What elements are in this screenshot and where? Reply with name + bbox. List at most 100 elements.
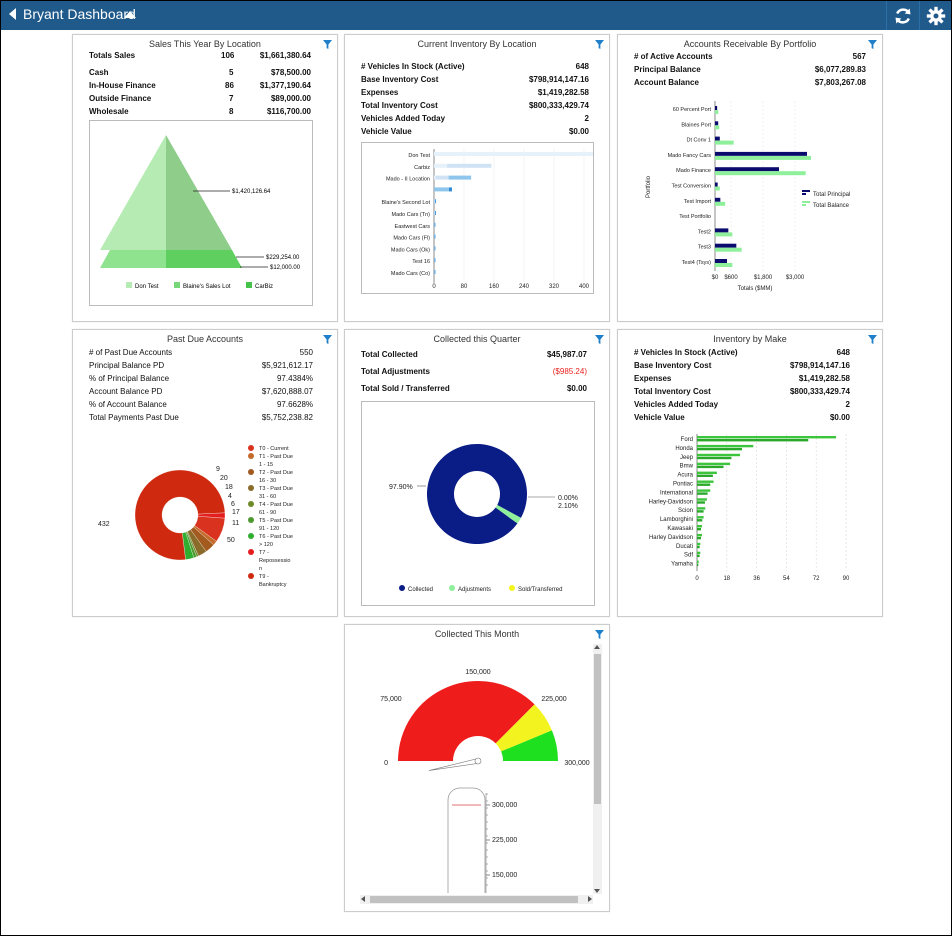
bar[interactable] [434, 211, 436, 215]
bar[interactable] [715, 151, 807, 156]
bar[interactable] [697, 471, 717, 474]
pyramid-segment-don-test[interactable] [166, 135, 232, 250]
bar[interactable] [715, 228, 729, 233]
bar[interactable] [697, 444, 754, 448]
category-label: Lamborghini [660, 517, 693, 523]
filter-icon[interactable] [595, 630, 604, 639]
vertical-scrollbar[interactable] [593, 644, 602, 894]
bar[interactable] [715, 243, 737, 248]
pyramid-segment-blaines[interactable] [100, 250, 176, 268]
bar[interactable] [697, 453, 741, 457]
dashboard-title[interactable]: Bryant Dashboard [23, 6, 136, 22]
legend-label[interactable]: CarBiz [255, 284, 273, 290]
bar[interactable] [434, 222, 436, 227]
bar[interactable] [715, 197, 721, 202]
filter-icon[interactable] [868, 335, 877, 344]
bar[interactable] [697, 560, 699, 563]
bar[interactable] [434, 152, 596, 156]
bar[interactable] [715, 263, 733, 267]
bar[interactable] [697, 533, 702, 537]
refresh-button[interactable] [886, 1, 918, 30]
back-triangle-icon[interactable] [9, 8, 16, 20]
bar[interactable] [697, 474, 713, 477]
bar[interactable] [697, 516, 704, 519]
bar[interactable] [715, 247, 742, 252]
bar[interactable] [697, 483, 711, 486]
bar[interactable] [697, 501, 705, 504]
bar[interactable] [697, 525, 702, 528]
bar[interactable] [715, 110, 719, 114]
donut-slice[interactable] [134, 469, 226, 561]
bar[interactable] [715, 232, 733, 237]
bar[interactable] [697, 554, 700, 558]
bar[interactable] [449, 187, 452, 192]
scrollbar-thumb[interactable] [594, 654, 601, 804]
bar[interactable] [434, 175, 436, 180]
bar[interactable] [715, 186, 720, 191]
bar[interactable] [697, 465, 724, 469]
bar[interactable] [697, 489, 711, 492]
scroll-down-arrow-icon[interactable] [594, 889, 600, 893]
dashboard-menu-triangle-icon[interactable] [124, 11, 136, 18]
pyramid-segment-don-test[interactable] [100, 135, 166, 250]
bar[interactable] [715, 136, 720, 141]
bar[interactable] [715, 171, 806, 176]
bar[interactable] [434, 199, 436, 204]
bar[interactable] [697, 545, 700, 549]
bar[interactable] [697, 519, 703, 522]
legend-label[interactable]: Don Test [135, 284, 159, 290]
bar[interactable] [715, 155, 811, 160]
bar[interactable] [715, 121, 719, 126]
bar[interactable] [715, 167, 779, 172]
bar[interactable] [448, 175, 472, 180]
donut-slice[interactable] [495, 504, 521, 524]
bar[interactable] [697, 462, 731, 466]
bar[interactable] [434, 234, 436, 239]
donut-slice[interactable] [426, 444, 527, 545]
bar[interactable] [715, 182, 718, 187]
scroll-right-arrow-icon[interactable] [588, 896, 592, 902]
bar[interactable] [434, 163, 448, 168]
bar[interactable] [434, 246, 436, 251]
bar[interactable] [697, 439, 809, 442]
bar[interactable] [434, 199, 435, 204]
bar[interactable] [434, 270, 436, 274]
bar[interactable] [697, 536, 701, 540]
filter-icon[interactable] [595, 40, 604, 49]
filter-icon[interactable] [323, 40, 332, 49]
bar[interactable] [434, 258, 436, 263]
bar[interactable] [715, 140, 734, 145]
bar[interactable] [697, 456, 732, 460]
settings-button[interactable] [919, 1, 951, 30]
pyramid-segment-blaines[interactable] [166, 250, 242, 268]
scroll-up-arrow-icon[interactable] [594, 645, 600, 649]
bar[interactable] [697, 480, 714, 483]
bar[interactable] [697, 436, 837, 439]
bar[interactable] [435, 175, 449, 180]
bar[interactable] [697, 510, 704, 513]
bar[interactable] [697, 528, 701, 531]
bar[interactable] [715, 201, 726, 206]
filter-icon[interactable] [323, 335, 332, 344]
filter-icon[interactable] [868, 40, 877, 49]
bar[interactable] [697, 542, 701, 546]
filter-icon[interactable] [595, 335, 604, 344]
horizontal-scrollbar[interactable] [360, 895, 593, 904]
bar[interactable] [697, 447, 743, 451]
bar[interactable] [697, 498, 707, 501]
bar[interactable] [697, 492, 708, 495]
bar[interactable] [697, 563, 699, 566]
bar[interactable] [715, 106, 718, 110]
bar[interactable] [697, 551, 701, 555]
scrollbar-thumb[interactable] [370, 896, 578, 903]
scroll-left-arrow-icon[interactable] [361, 896, 365, 902]
bar[interactable] [447, 163, 492, 168]
bar[interactable] [715, 259, 727, 263]
donut-slice[interactable] [495, 507, 518, 524]
bar[interactable] [715, 125, 720, 130]
bar[interactable] [697, 507, 706, 510]
bar[interactable] [434, 211, 435, 215]
inventory-row: Vehicles Added Today 2 [361, 114, 589, 123]
legend-label[interactable]: Blaine's Sales Lot [183, 284, 231, 290]
bar[interactable] [434, 187, 449, 192]
